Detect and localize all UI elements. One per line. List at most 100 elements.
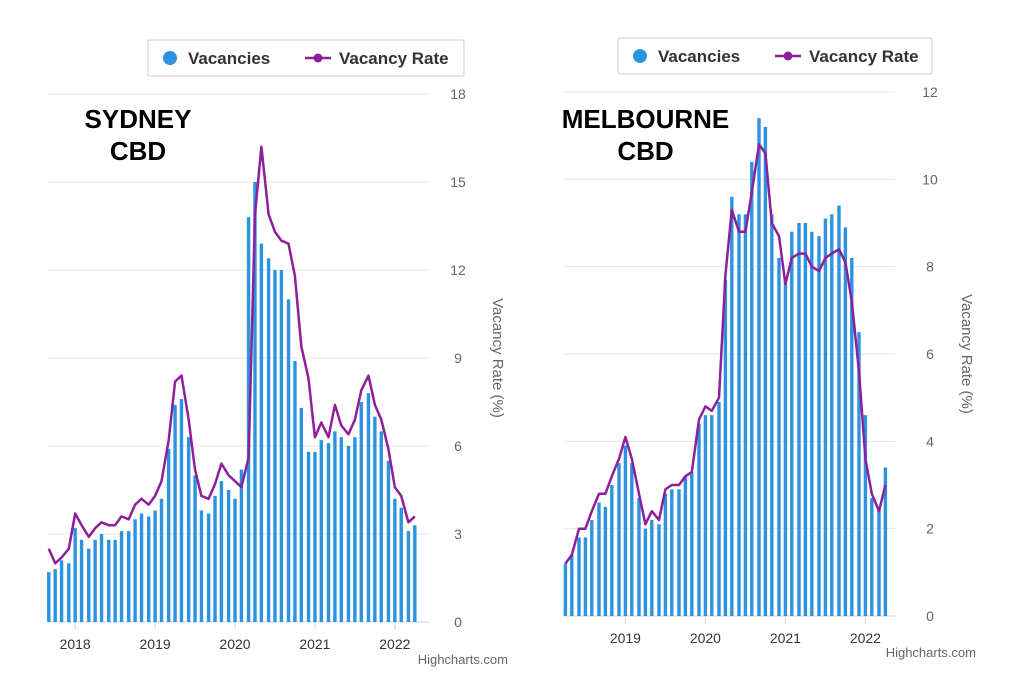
bar <box>133 519 137 622</box>
bar <box>127 531 131 622</box>
bar <box>193 475 197 622</box>
bar <box>153 510 157 622</box>
x-tick-label: 2018 <box>530 630 561 646</box>
bar <box>399 507 403 622</box>
x-tick-label: 2019 <box>610 630 641 646</box>
x-tick-label: 2018 <box>60 636 91 652</box>
bar <box>750 161 754 616</box>
bar <box>697 423 701 616</box>
bar <box>623 445 628 616</box>
bar <box>59 560 64 622</box>
bar <box>637 498 641 616</box>
rate-line <box>564 143 887 565</box>
bar <box>877 506 881 616</box>
bar <box>286 299 291 622</box>
bar <box>777 257 781 616</box>
bar <box>603 506 608 616</box>
bar <box>259 243 264 622</box>
x-axis: 2018 2019 2020 2021 2022 <box>60 622 411 652</box>
bar <box>186 437 191 622</box>
legend-symbol <box>313 53 323 63</box>
bar <box>199 510 204 622</box>
bar <box>87 548 91 622</box>
bar <box>179 399 184 622</box>
bar <box>817 236 821 616</box>
bar <box>373 416 377 622</box>
bar <box>47 572 51 622</box>
bar <box>863 415 868 616</box>
bar <box>159 498 164 622</box>
bar <box>173 404 177 622</box>
bar <box>790 231 794 616</box>
bar <box>770 214 774 616</box>
x-tick-label: 2021 <box>770 630 801 646</box>
bar <box>850 257 854 616</box>
bar <box>139 513 144 622</box>
bar <box>413 525 417 622</box>
bar <box>730 196 734 617</box>
y-tick-label: 3 <box>454 526 462 542</box>
bar <box>79 539 84 622</box>
bar <box>670 489 674 616</box>
y-tick-label: 12 <box>922 84 938 100</box>
bar <box>710 415 714 616</box>
bar <box>299 407 304 622</box>
y-tick-label: 9 <box>454 350 462 366</box>
y-tick-label: 6 <box>454 438 462 454</box>
bar <box>353 437 357 622</box>
bar <box>563 563 568 616</box>
y-tick-label: 4 <box>926 433 934 449</box>
y-tick-label: 2 <box>926 521 934 537</box>
bar <box>366 393 371 622</box>
legend-symbol <box>633 49 647 63</box>
legend-label: Vacancies <box>188 49 270 68</box>
y-axis-title: Vacancy Rate (%) <box>958 294 975 414</box>
bar <box>219 481 224 622</box>
bar <box>883 467 888 616</box>
bar <box>723 279 728 616</box>
x-axis: 2018 2019 2020 2021 2022 <box>530 616 881 646</box>
bar <box>577 537 581 616</box>
bar <box>386 460 391 622</box>
y-tick-label: 15 <box>450 174 466 190</box>
bar <box>206 513 211 622</box>
bar <box>99 534 104 622</box>
y-tick-label: 0 <box>454 614 462 630</box>
bar <box>333 431 337 622</box>
bar <box>359 402 363 622</box>
credits: Highcharts.com <box>886 645 976 660</box>
bar <box>803 223 808 616</box>
bar <box>53 569 57 622</box>
bar <box>837 205 841 617</box>
bar <box>306 451 311 622</box>
bar <box>73 528 77 622</box>
bar <box>93 539 97 622</box>
bar <box>610 485 614 616</box>
bar <box>690 471 694 616</box>
bar <box>233 498 237 622</box>
bar <box>67 563 71 622</box>
bar <box>717 402 721 616</box>
x-tick-label: 2022 <box>379 636 410 652</box>
legend-label: Vacancy Rate <box>339 49 449 68</box>
bar <box>857 332 861 616</box>
bar <box>663 493 668 616</box>
bar <box>870 498 874 616</box>
bar <box>763 126 768 616</box>
bar <box>393 498 397 622</box>
bar <box>570 554 574 616</box>
x-tick-label: 2021 <box>299 636 330 652</box>
chart-title: SYDNEY CBD <box>84 104 192 166</box>
bar <box>683 476 688 616</box>
bar <box>737 214 741 616</box>
bar <box>810 231 814 616</box>
bar <box>279 270 284 622</box>
x-tick-label: 2019 <box>140 636 171 652</box>
bar <box>146 516 151 622</box>
bar <box>597 502 601 616</box>
credits: Highcharts.com <box>418 652 508 667</box>
bar <box>830 214 834 616</box>
bar <box>166 448 171 622</box>
bar <box>346 446 351 622</box>
